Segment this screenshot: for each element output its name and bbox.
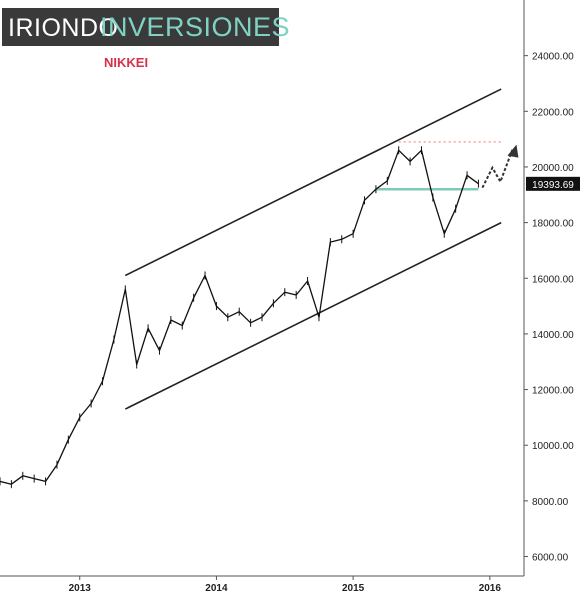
y-tick-label: 20000.00 (532, 163, 574, 174)
y-tick-label: 12000.00 (532, 386, 574, 397)
y-tick-label: 16000.00 (532, 274, 574, 285)
projection-arrow-path (481, 149, 514, 189)
x-tick-label: 2014 (205, 583, 228, 594)
y-tick-label: 10000.00 (532, 441, 574, 452)
x-tick-label: 2015 (342, 583, 365, 594)
last-price-badge (526, 176, 580, 191)
projection-arrow-head (507, 144, 519, 158)
last-price-label: 19393.69 (532, 180, 574, 191)
y-tick-label: 24000.00 (532, 52, 574, 63)
price-series-line (0, 149, 479, 485)
channel-upper-line (124, 88, 502, 277)
y-tick-label: 6000.00 (532, 553, 569, 564)
y-tick-label: 18000.00 (532, 219, 574, 230)
brand-logo-part1: IRIONDO (8, 14, 119, 42)
y-tick-label: 22000.00 (532, 107, 574, 118)
x-tick-label: 2013 (69, 583, 92, 594)
brand-logo-part2: INVERSIONES (100, 12, 291, 42)
y-tick-label: 8000.00 (532, 497, 569, 508)
brand-logo: IRIONDO INVERSIONES (2, 8, 290, 46)
channel-lower-line (124, 221, 502, 410)
chart-title: NIKKEI (104, 55, 149, 70)
y-tick-label: 14000.00 (532, 330, 574, 341)
x-tick-label: 2016 (479, 583, 502, 594)
